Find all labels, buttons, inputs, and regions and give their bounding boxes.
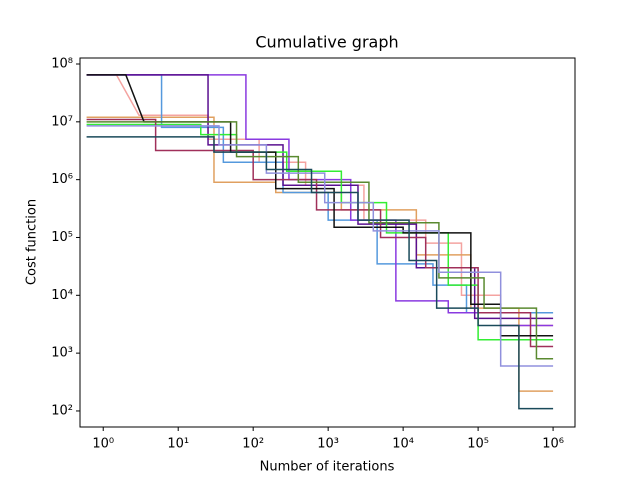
- series-line: [86, 116, 554, 392]
- y-tick-label: 10⁵: [51, 230, 73, 245]
- series-line: [86, 74, 554, 314]
- y-tick-label: 10⁴: [51, 288, 73, 303]
- y-axis-label: Cost function: [25, 199, 40, 285]
- x-tick-label: 10⁵: [467, 437, 489, 452]
- y-tick-label: 10³: [51, 346, 73, 361]
- x-tick-label: 10⁶: [542, 437, 564, 452]
- series-line: [86, 125, 554, 367]
- x-tick-label: 10³: [317, 437, 339, 452]
- series-line: [86, 74, 554, 327]
- series-line: [86, 136, 554, 410]
- series-line: [86, 74, 554, 320]
- series-line: [86, 74, 554, 327]
- y-tick-label: 10⁷: [51, 114, 73, 129]
- chart-title: Cumulative graph: [255, 33, 398, 52]
- plot-area: [86, 74, 554, 410]
- y-tick-label: 10⁸: [51, 57, 73, 72]
- axes-frame: [79, 57, 576, 428]
- series-line: [86, 74, 554, 337]
- x-tick-label: 10²: [242, 437, 264, 452]
- y-tick-label: 10²: [51, 403, 73, 418]
- series-line: [86, 121, 554, 360]
- series-line: [86, 118, 554, 348]
- y-tick-label: 10⁶: [51, 172, 73, 187]
- x-axis-label: Number of iterations: [260, 460, 395, 475]
- x-tick-label: 10¹: [167, 437, 189, 452]
- x-tick-label: 10⁰: [92, 437, 114, 452]
- x-tick-label: 10⁴: [392, 437, 414, 452]
